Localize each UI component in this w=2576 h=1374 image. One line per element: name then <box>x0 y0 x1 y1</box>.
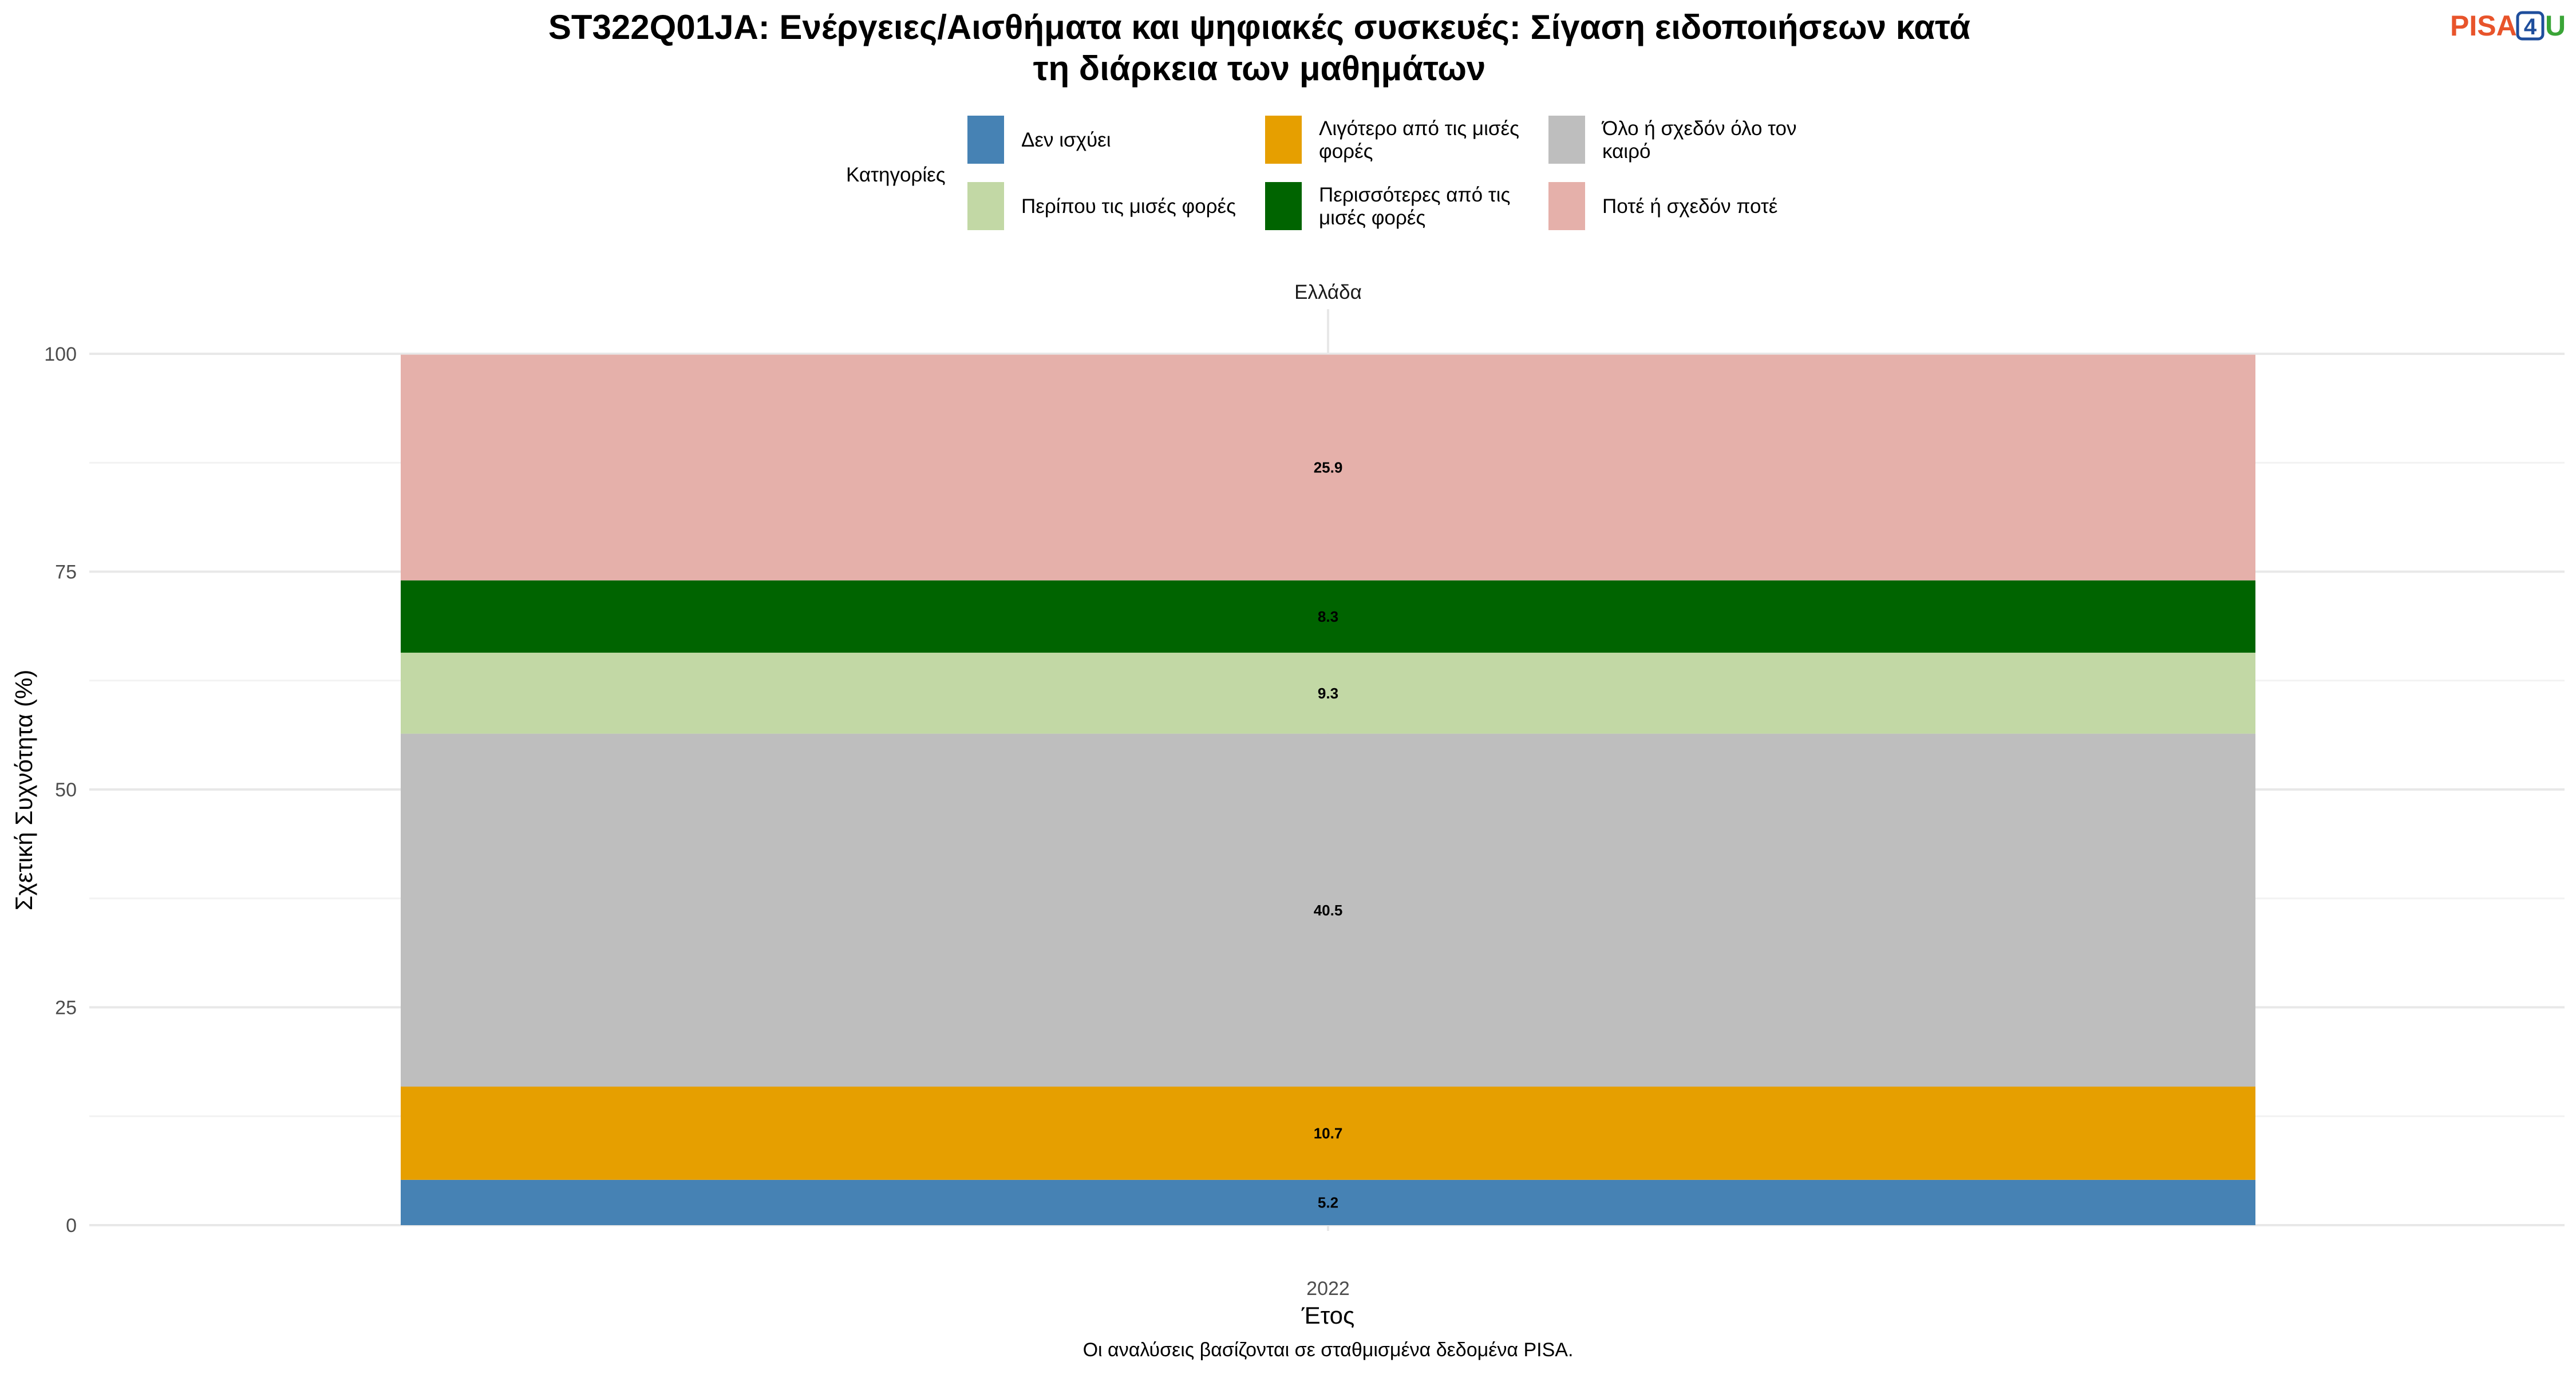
caption: Οι αναλύσεις βασίζονται σε σταθμισμένα δ… <box>1083 1339 1574 1361</box>
legend-swatch <box>967 182 1004 230</box>
pisa4u-logo: PISA 4 U <box>2450 10 2566 42</box>
legend-label: φορές <box>1319 140 1373 163</box>
legend-label: Ποτέ ή σχεδόν ποτέ <box>1602 195 1777 218</box>
legend-label: Δεν ισχύει <box>1021 129 1111 151</box>
legend-label: μισές φορές <box>1319 207 1425 229</box>
legend-swatch <box>1548 182 1585 230</box>
title-line-1: ST322Q01JA: Ενέργειες/Αισθήματα και ψηφι… <box>548 8 1970 46</box>
bar-segment-3 <box>401 653 2255 734</box>
bar-segment-5 <box>401 354 2255 581</box>
logo-four-box <box>2516 11 2545 41</box>
x-axis-title: Έτος <box>1301 1302 1355 1329</box>
logo-pisa-text: PISA <box>2450 10 2517 42</box>
legend-swatch <box>967 116 1004 164</box>
legend-item-3: Περίπου τις μισές φορές <box>967 182 1236 230</box>
legend-swatch <box>1265 182 1302 230</box>
logo-four-text: 4 <box>2524 14 2537 40</box>
facet-label: Ελλάδα <box>1294 281 1362 303</box>
bar-data-label-1: 10.7 <box>1314 1124 1343 1142</box>
y-tick-label: 25 <box>55 997 77 1019</box>
logo-u-text: U <box>2545 10 2566 42</box>
legend: Κατηγορίες Δεν ισχύει Λιγότερο από τις μι… <box>846 116 1796 230</box>
title-line-2: τη διάρκεια των μαθημάτων <box>1033 49 1486 88</box>
legend-item-5: Ποτέ ή σχεδόν ποτέ <box>1548 182 1777 230</box>
legend-label: καιρό <box>1602 140 1650 163</box>
bar-data-label-0: 5.2 <box>1318 1194 1338 1211</box>
legend-title: Κατηγορίες <box>846 164 946 186</box>
bar-data-label-3: 9.3 <box>1318 685 1338 702</box>
legend-label: Περισσότερες από τις <box>1319 184 1510 206</box>
chart-title: ST322Q01JA: Ενέργειες/Αισθήματα και ψηφι… <box>548 8 1970 88</box>
y-tick-label: 100 <box>44 344 77 365</box>
bar-data-label-4: 8.3 <box>1318 608 1338 625</box>
x-tick-label: 2022 <box>1306 1278 1350 1300</box>
y-tick-label: 50 <box>55 779 77 801</box>
bar-data-label-5: 25.9 <box>1314 459 1343 476</box>
legend-swatch <box>1548 116 1585 164</box>
legend-label: Περίπου τις μισές φορές <box>1021 195 1236 218</box>
bar-segment-1 <box>401 1087 2255 1180</box>
legend-item-0: Δεν ισχύει <box>967 116 1111 164</box>
legend-swatch <box>1265 116 1302 164</box>
legend-label: Όλο ή σχεδόν όλο τον <box>1601 117 1796 140</box>
legend-label: Λιγότερο από τις μισές <box>1319 117 1519 140</box>
bar-segment-4 <box>401 580 2255 653</box>
y-tick-label: 75 <box>55 562 77 583</box>
y-tick-label: 0 <box>66 1215 77 1237</box>
bar-segment-2 <box>401 733 2255 1087</box>
y-axis-title: Σχετική Συχνότητα (%) <box>10 670 37 911</box>
bar-data-label-2: 40.5 <box>1314 902 1343 919</box>
bar-segment-0 <box>401 1179 2255 1225</box>
